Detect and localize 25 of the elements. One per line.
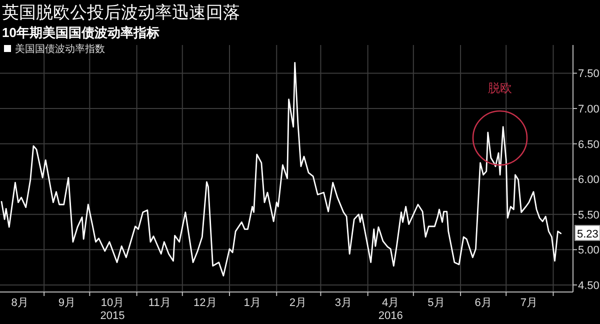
annotation: 5.23	[577, 228, 598, 240]
y-tick-label: 6.00	[578, 174, 600, 186]
x-tick-label: 8月	[11, 297, 28, 309]
chart-title: 英国脱欧公投后波动率迅速回落	[2, 3, 240, 22]
x-tick-label: 12月	[194, 297, 217, 309]
line-series	[0, 62, 562, 276]
x-tick-label: 9月	[58, 297, 76, 309]
y-tick-label: 4.50	[578, 280, 600, 292]
y-tick-label: 5.00	[578, 244, 600, 257]
y-tick-label: 7.50	[578, 68, 600, 80]
x-tick-label: 10月 2015	[100, 297, 125, 322]
x-tick-label: 6月	[474, 297, 492, 309]
x-tick-label: 7月	[520, 297, 538, 309]
legend-label: 美国国债波动率指数	[15, 43, 105, 55]
x-tick-label: 1月	[244, 297, 261, 309]
y-tick-label: 6.50	[578, 138, 600, 151]
x-tick-label: 4月 2016	[378, 297, 403, 322]
y-tick-label: 5.50	[578, 209, 600, 222]
x-tick-label: 5月	[428, 297, 445, 309]
x-tick-label: 3月	[334, 297, 352, 309]
chart-subtitle: 10年期美国国债波动率指标	[2, 25, 160, 40]
x-tick-label: 2月	[289, 297, 306, 309]
x-tick-label: 11月	[148, 297, 171, 309]
y-tick-label: 7.00	[578, 104, 600, 116]
annotation: 脱欧	[488, 81, 512, 95]
